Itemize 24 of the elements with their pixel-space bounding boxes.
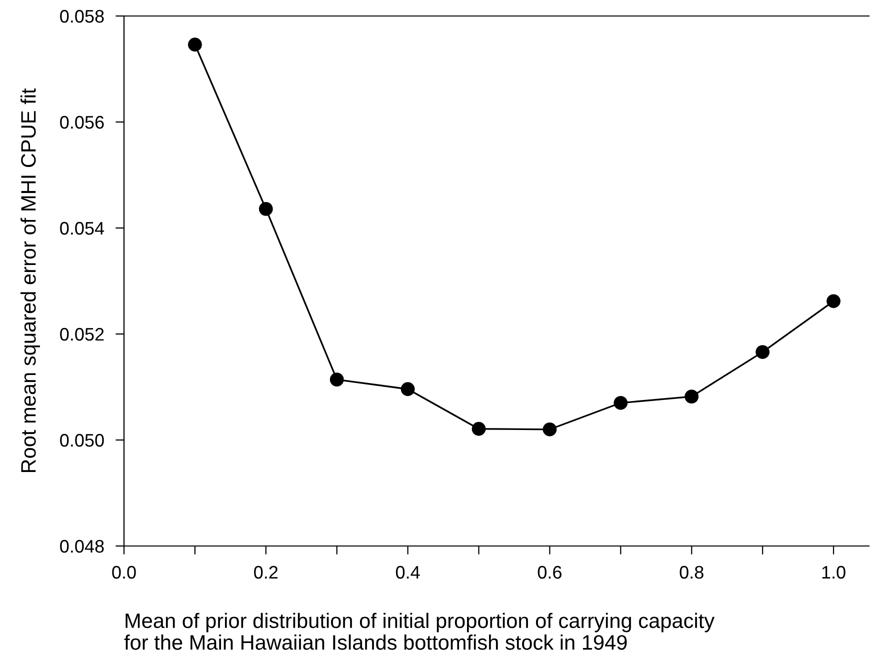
x-tick-label: 0.6 [538, 566, 562, 579]
point [400, 382, 415, 396]
y-tick-label: 0.058 [60, 10, 104, 23]
y-tick-label: 0.048 [60, 540, 104, 553]
x-tick-label: 1.0 [822, 566, 846, 579]
point [330, 372, 344, 387]
x-tick-label: 0.2 [254, 566, 278, 579]
point [472, 422, 486, 436]
x-axis-title: Mean of prior distribution of initial proportion of carrying capacity for the Main Hawaiian Islands bottomfish stock in 1949 [124, 612, 715, 650]
y-axis-title: Root mean squared error of MHI CPUE fit [20, 88, 40, 472]
y-tick-label: 0.054 [60, 222, 104, 235]
point [614, 396, 628, 410]
x-tick-label: 0.0 [112, 566, 136, 579]
y-tick-label: 0.052 [60, 328, 104, 341]
point [542, 422, 557, 436]
point [188, 38, 202, 52]
x-tick-label: 0.4 [396, 566, 420, 579]
point [826, 294, 840, 308]
point [684, 390, 699, 404]
point [258, 202, 273, 216]
y-tick-label: 0.056 [60, 116, 104, 129]
x-tick-label: 0.8 [680, 566, 704, 579]
y-tick-label: 0.050 [60, 434, 104, 447]
point [756, 345, 770, 359]
